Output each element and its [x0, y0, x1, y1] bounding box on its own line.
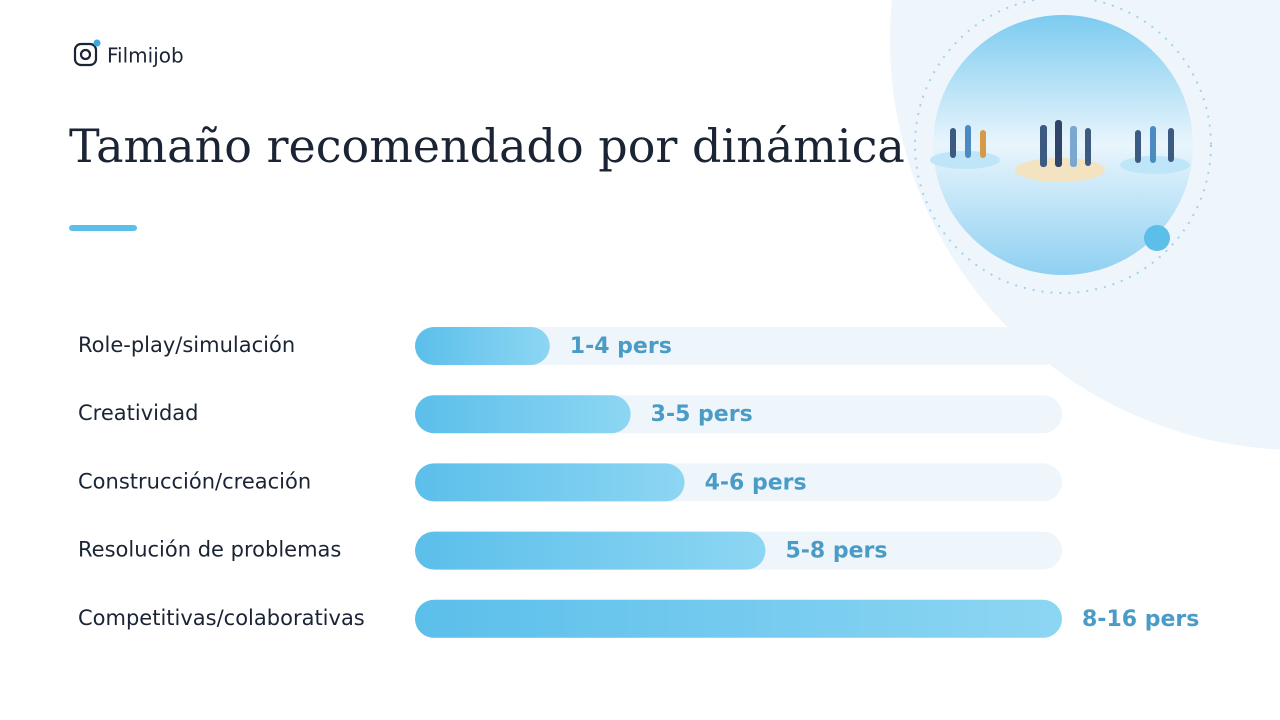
logo-icon: [73, 42, 98, 67]
illustration: [933, 15, 1193, 275]
brand: Filmijob: [107, 44, 184, 68]
bar: [415, 395, 631, 434]
bar-track: [415, 327, 1062, 365]
logo-icon: [79, 48, 92, 61]
value-label: 1-4 pers: [570, 334, 672, 359]
category-label: Role-play/simulación: [78, 333, 295, 357]
logo: Filmijob: [73, 39, 184, 68]
value-label: 8-16 pers: [1082, 607, 1199, 632]
value-label: 3-5 pers: [651, 402, 753, 427]
chart-title: Tamaño recomendado por dinámica: [69, 119, 905, 173]
category-label: Competitivas/colaborativas: [78, 606, 365, 630]
category-label: Resolución de problemas: [78, 538, 341, 562]
value-label: 4-6 pers: [705, 470, 807, 495]
bar: [415, 599, 1062, 638]
category-label: Construcción/creación: [78, 469, 311, 493]
bar: [415, 531, 766, 570]
category-label: Creatividad: [78, 401, 198, 425]
dotted-ring: [914, 0, 1212, 294]
bar: [415, 327, 550, 365]
illustration-people: [930, 120, 1190, 182]
title-accent: [69, 225, 137, 231]
bar: [415, 463, 685, 502]
value-label: 5-8 pers: [785, 539, 887, 564]
accent-dot: [1144, 225, 1170, 251]
logo-icon: [93, 39, 101, 47]
